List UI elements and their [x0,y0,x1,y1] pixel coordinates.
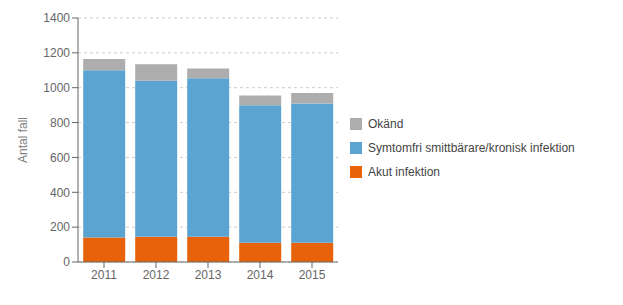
svg-text:600: 600 [50,151,70,165]
svg-text:2014: 2014 [247,268,274,282]
svg-text:Antal fall: Antal fall [16,117,30,163]
svg-text:200: 200 [50,220,70,234]
svg-text:1200: 1200 [43,46,70,60]
svg-text:2013: 2013 [195,268,222,282]
svg-text:2015: 2015 [299,268,326,282]
svg-text:2012: 2012 [143,268,170,282]
html-text:Akut infektion: Akut infektion [368,164,440,179]
svg-text:0: 0 [63,255,70,269]
html-text:Symtomfri smittbärare/kronisk: Symtomfri smittbärare/kronisk infektion [368,140,575,155]
html-text:Okänd: Okänd [368,116,404,131]
svg-text:800: 800 [50,116,70,130]
svg-text:1400: 1400 [43,11,70,25]
svg-text:2011: 2011 [91,268,117,282]
svg-text:400: 400 [50,186,70,200]
svg-text:1000: 1000 [43,81,70,95]
